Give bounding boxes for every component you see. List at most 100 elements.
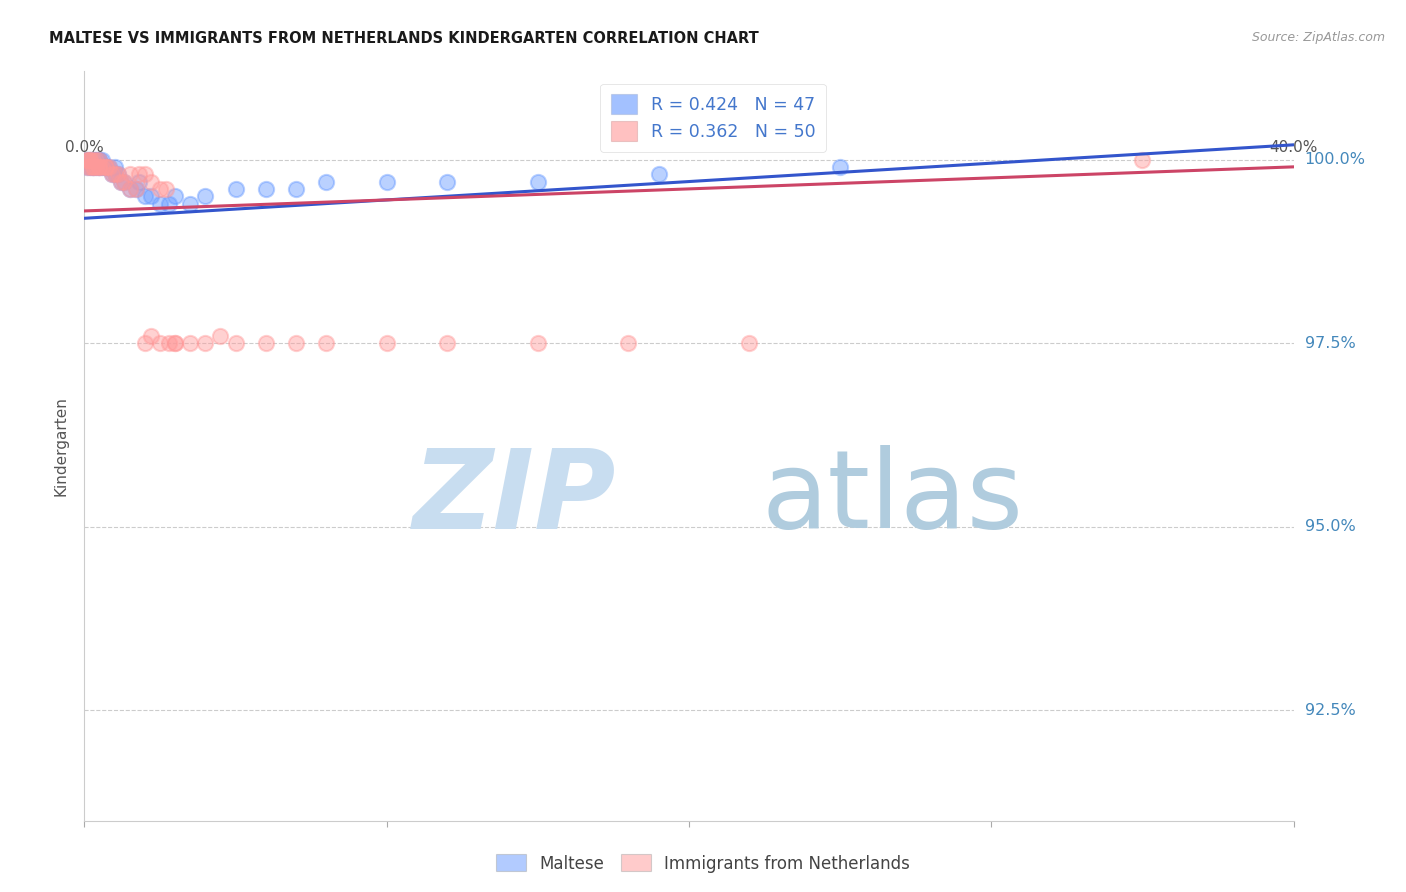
Point	[76, 160, 98, 174]
Y-axis label: Kindergarten: Kindergarten	[53, 396, 69, 496]
Point	[104, 167, 127, 181]
Point	[149, 196, 172, 211]
Text: MALTESE VS IMMIGRANTS FROM NETHERLANDS KINDERGARTEN CORRELATION CHART: MALTESE VS IMMIGRANTS FROM NETHERLANDS K…	[49, 31, 759, 46]
Point	[139, 328, 162, 343]
Point	[107, 167, 129, 181]
Point	[97, 160, 120, 174]
Point	[139, 189, 162, 203]
Point	[76, 153, 98, 167]
Point	[94, 160, 117, 174]
Point	[436, 175, 458, 189]
Point	[91, 160, 114, 174]
Point	[165, 336, 187, 351]
Point	[165, 336, 187, 351]
Text: ZIP: ZIP	[413, 445, 616, 552]
Point	[104, 160, 127, 174]
Point	[89, 153, 111, 167]
Point	[118, 182, 141, 196]
Point	[315, 336, 337, 351]
Point	[118, 167, 141, 181]
Point	[128, 167, 150, 181]
Point	[100, 167, 122, 181]
Point	[165, 189, 187, 203]
Point	[125, 182, 148, 196]
Point	[155, 182, 177, 196]
Point	[134, 336, 156, 351]
Point	[97, 160, 120, 174]
Point	[315, 175, 337, 189]
Point	[830, 160, 852, 174]
Legend: R = 0.424   N = 47, R = 0.362   N = 50: R = 0.424 N = 47, R = 0.362 N = 50	[600, 84, 825, 152]
Point	[125, 182, 148, 196]
Point	[76, 153, 98, 167]
Point	[89, 153, 111, 167]
Point	[128, 175, 150, 189]
Point	[79, 153, 101, 167]
Point	[89, 153, 111, 167]
Point	[86, 153, 108, 167]
Point	[100, 167, 122, 181]
Point	[89, 160, 111, 174]
Point	[91, 160, 114, 174]
Point	[375, 336, 398, 351]
Point	[149, 182, 172, 196]
Point	[179, 336, 201, 351]
Point	[82, 160, 104, 174]
Point	[107, 167, 129, 181]
Point	[94, 160, 117, 174]
Point	[617, 336, 640, 351]
Point	[82, 160, 104, 174]
Point	[112, 175, 135, 189]
Point	[76, 153, 98, 167]
Point	[254, 182, 277, 196]
Point	[86, 153, 108, 167]
Point	[110, 175, 132, 189]
Point	[254, 336, 277, 351]
Point	[527, 175, 550, 189]
Point	[112, 175, 135, 189]
Point	[285, 182, 308, 196]
Point	[91, 153, 114, 167]
Point	[86, 160, 108, 174]
Point	[104, 167, 127, 181]
Point	[134, 189, 156, 203]
Point	[76, 153, 98, 167]
Point	[79, 153, 101, 167]
Point	[1130, 153, 1153, 167]
Point	[79, 153, 101, 167]
Point	[225, 182, 247, 196]
Point	[194, 189, 217, 203]
Point	[139, 175, 162, 189]
Text: 92.5%: 92.5%	[1305, 703, 1355, 718]
Point	[82, 153, 104, 167]
Point	[82, 160, 104, 174]
Point	[436, 336, 458, 351]
Text: 97.5%: 97.5%	[1305, 335, 1355, 351]
Point	[134, 167, 156, 181]
Point	[79, 153, 101, 167]
Text: 100.0%: 100.0%	[1305, 152, 1365, 167]
Point	[89, 160, 111, 174]
Point	[79, 160, 101, 174]
Point	[209, 328, 232, 343]
Point	[86, 153, 108, 167]
Text: 40.0%: 40.0%	[1270, 139, 1317, 154]
Point	[82, 153, 104, 167]
Point	[149, 336, 172, 351]
Point	[179, 196, 201, 211]
Point	[194, 336, 217, 351]
Point	[94, 160, 117, 174]
Point	[157, 336, 180, 351]
Point	[157, 196, 180, 211]
Text: Source: ZipAtlas.com: Source: ZipAtlas.com	[1251, 31, 1385, 45]
Point	[89, 160, 111, 174]
Point	[94, 160, 117, 174]
Point	[375, 175, 398, 189]
Legend: Maltese, Immigrants from Netherlands: Maltese, Immigrants from Netherlands	[489, 847, 917, 880]
Text: 95.0%: 95.0%	[1305, 519, 1355, 534]
Point	[82, 160, 104, 174]
Text: atlas: atlas	[762, 445, 1024, 551]
Point	[648, 167, 671, 181]
Point	[76, 160, 98, 174]
Point	[285, 336, 308, 351]
